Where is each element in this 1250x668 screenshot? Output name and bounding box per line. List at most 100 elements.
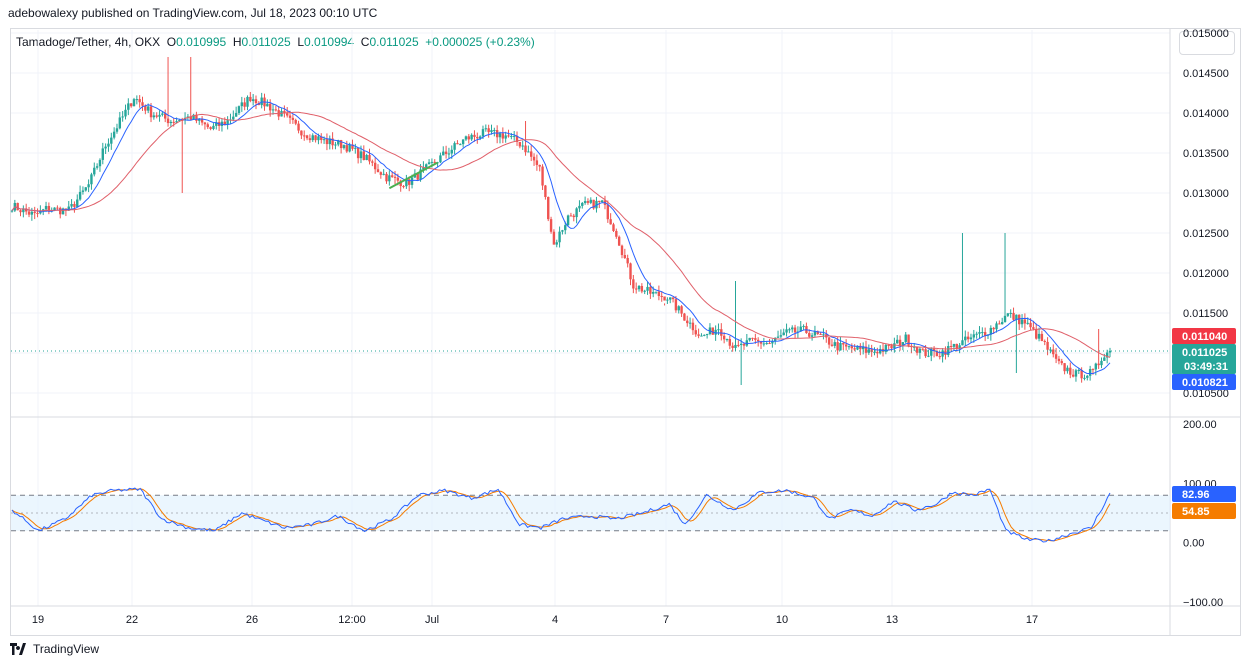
candle-body: [581, 203, 584, 206]
candle-body: [791, 327, 794, 330]
candle-body: [376, 169, 380, 173]
candle-body: [626, 257, 629, 264]
candle-body: [527, 151, 530, 153]
candle-body: [1071, 374, 1075, 377]
ma-slow-line: [11, 111, 1111, 358]
candle-body: [42, 209, 45, 211]
candle-body: [87, 184, 90, 188]
candle-body: [586, 201, 590, 203]
candle-body: [354, 147, 357, 149]
candle-body: [728, 339, 732, 346]
candle-body: [1032, 327, 1035, 329]
candle-body: [972, 334, 976, 338]
candle-body: [1097, 363, 1100, 366]
candle-body: [271, 109, 275, 111]
candle-body: [61, 208, 65, 215]
candle-body: [135, 99, 139, 101]
candle-body: [104, 146, 107, 149]
stoch-d-value: 54.85: [1182, 506, 1210, 518]
candle-body: [1063, 363, 1066, 372]
candle-body: [952, 343, 956, 347]
candle-body: [669, 297, 672, 300]
candle-body: [654, 291, 658, 293]
candle-body: [146, 106, 150, 111]
candle-body: [1060, 361, 1063, 364]
candle-body: [266, 103, 269, 107]
candle-body: [1083, 377, 1086, 379]
candle-body: [649, 286, 652, 294]
candle-body: [422, 167, 425, 170]
candle-body: [598, 200, 601, 203]
candle-body: [385, 173, 388, 182]
candle-body: [915, 346, 919, 353]
candle-body: [932, 348, 936, 352]
candle-body: [337, 140, 340, 145]
osc-tick-label: 0.00: [1183, 538, 1204, 550]
tradingview-logo-icon: [10, 643, 26, 655]
candle-body: [683, 313, 686, 321]
candle-body: [779, 335, 783, 337]
candle-body: [371, 161, 374, 163]
support-trendline[interactable]: [388, 161, 439, 190]
candle-body: [317, 136, 320, 141]
candle-body: [995, 323, 998, 330]
price-tag: [1172, 328, 1236, 344]
candle-body: [189, 116, 192, 120]
candle-body: [348, 144, 351, 152]
candle-body: [808, 333, 811, 337]
candle-body: [155, 115, 158, 117]
price-tag-value: 0.010821: [1182, 377, 1228, 389]
candle-body: [1054, 354, 1058, 359]
candle-body: [771, 341, 774, 344]
price-tick-label: 0.011500: [1183, 308, 1228, 320]
candle-body: [703, 334, 706, 336]
candle-body: [1040, 333, 1044, 341]
candle-body: [70, 203, 73, 207]
candle-body: [161, 113, 164, 115]
scale-settings-button[interactable]: [1179, 31, 1235, 55]
candle-body: [33, 211, 36, 213]
candle-body: [274, 109, 278, 111]
candle-body: [470, 134, 473, 140]
candle-body: [666, 299, 669, 301]
candle-body: [830, 344, 834, 346]
candle-body: [351, 144, 354, 149]
candle-body: [300, 130, 303, 136]
candle-body: [152, 115, 156, 118]
stoch-d-tag: [1172, 503, 1236, 519]
candle-body: [467, 136, 470, 140]
candle-body: [223, 121, 226, 125]
candle-body: [393, 176, 397, 178]
candle-body: [16, 202, 19, 211]
chart-frame: [10, 28, 1241, 636]
candle-body: [433, 161, 436, 163]
candle-body: [671, 297, 675, 300]
candle-body: [251, 99, 255, 102]
candle-body: [209, 127, 212, 129]
candle-body: [1037, 333, 1041, 339]
candle-body: [643, 290, 646, 292]
candle-body: [975, 333, 978, 335]
candle-body: [924, 349, 927, 357]
candle-body: [615, 230, 618, 237]
candle-body: [813, 331, 817, 336]
candle-body: [998, 323, 1001, 325]
symbol-title[interactable]: Tamadoge/Tether, 4h, OKX: [16, 35, 161, 49]
candle-body: [884, 344, 888, 352]
candle-body: [802, 326, 805, 328]
candle-body: [700, 335, 703, 337]
countdown-text: 03:49:31: [1184, 361, 1228, 373]
candle-body: [561, 230, 564, 232]
candle-body: [722, 335, 726, 340]
candle-body: [303, 135, 306, 137]
candle-body: [291, 117, 295, 120]
candle-body: [215, 122, 218, 126]
candle-body: [30, 211, 34, 215]
candle-body: [898, 339, 902, 346]
candle-body: [691, 322, 695, 331]
candle-body: [762, 343, 766, 345]
candle-body: [893, 343, 896, 349]
candle-body: [538, 164, 541, 167]
candle-body: [456, 143, 459, 145]
